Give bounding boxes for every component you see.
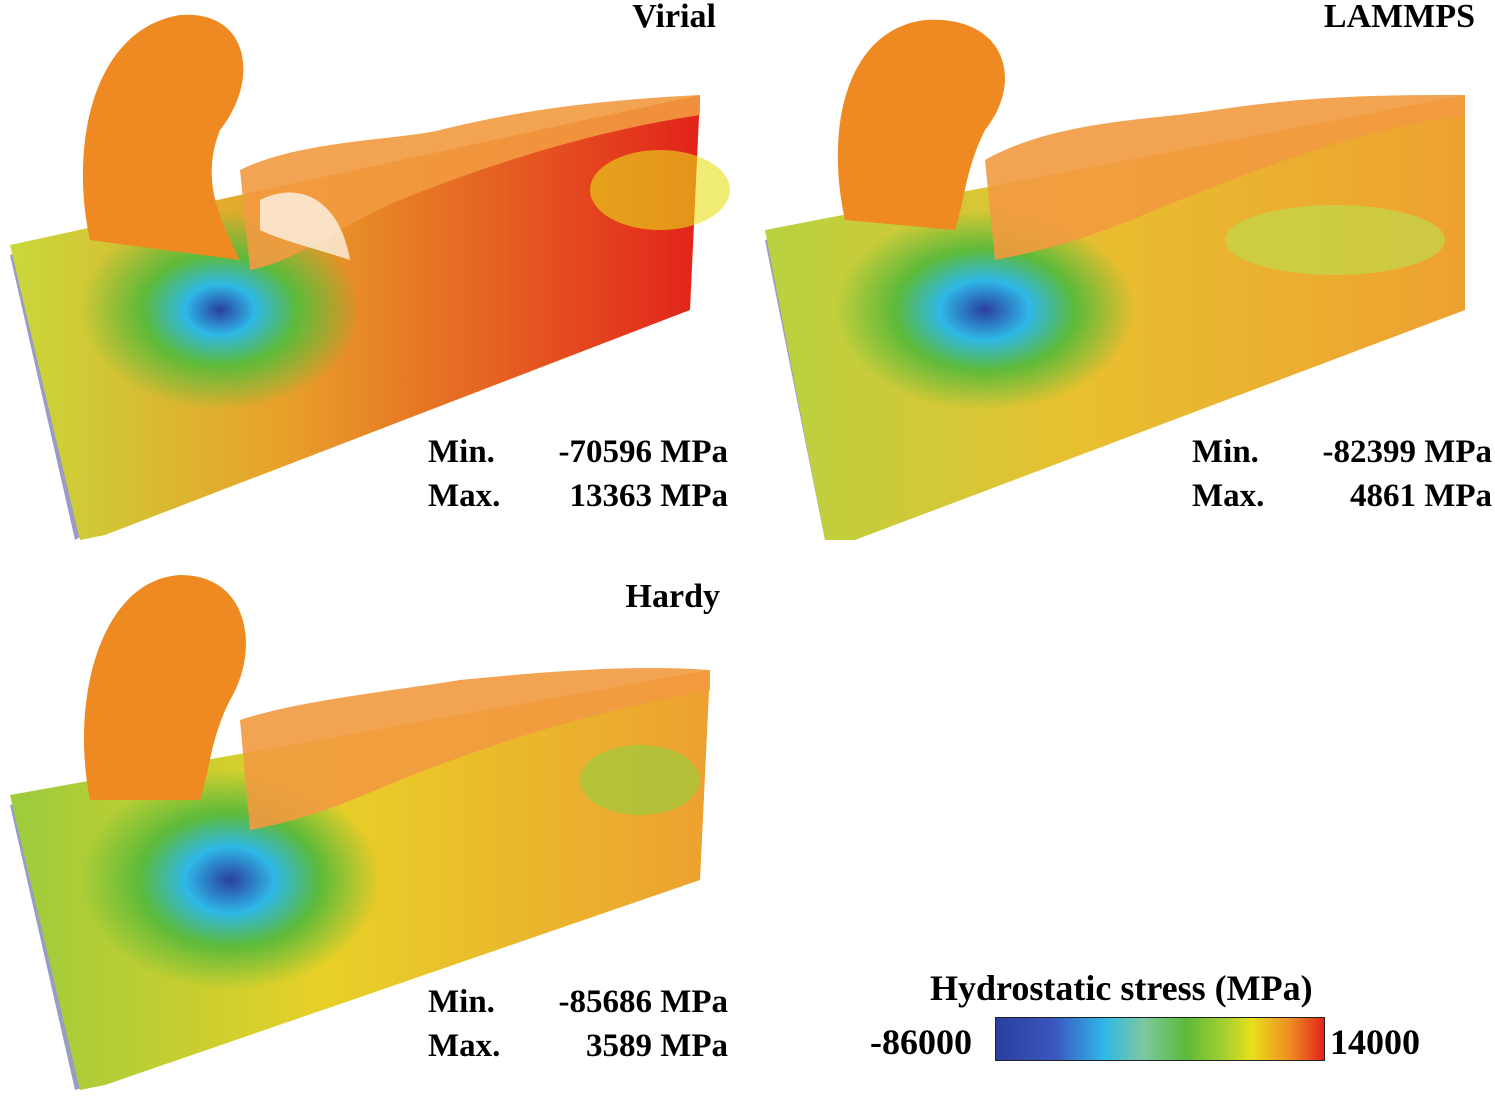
min-label: Min. [428, 984, 495, 1020]
max-label: Max. [1192, 478, 1265, 514]
min-value: -85686 MPa [558, 984, 728, 1020]
color-legend: Hydrostatic stress (MPa) -86000 14000 [860, 965, 1460, 1075]
max-row: Max. 3589 MPa [428, 1024, 728, 1068]
min-row: Min. -85686 MPa [428, 980, 728, 1024]
legend-min-label: -86000 [870, 1022, 972, 1062]
legend-color-bar [995, 1017, 1325, 1061]
stress-concentration [80, 770, 380, 990]
max-row: Max. 13363 MPa [428, 474, 728, 518]
lammps-specimen-render [765, 19, 1465, 540]
hardy-specimen-render [10, 575, 710, 1090]
min-value: -82399 MPa [1322, 434, 1492, 470]
chip [84, 575, 246, 800]
legend-title: Hydrostatic stress (MPa) [930, 968, 1313, 1008]
top-surface [985, 95, 1465, 260]
min-label: Min. [428, 434, 495, 470]
lammps-panel: LAMMPS Min. -82399 MPa Max. 4861 MPa [755, 0, 1495, 560]
max-row: Max. 4861 MPa [1192, 474, 1492, 518]
top-surface [240, 95, 700, 270]
panel-title: Virial [632, 0, 716, 35]
panel-title: LAMMPS [1323, 0, 1475, 35]
min-row: Min. -82399 MPa [1192, 430, 1492, 474]
chip [82, 14, 244, 260]
panel-title: Hardy [625, 578, 720, 615]
max-value: 4861 MPa [1349, 478, 1492, 514]
stress-stats: Min. -82399 MPa Max. 4861 MPa [1192, 430, 1492, 518]
top-surface [240, 668, 710, 830]
legend-max-label: 14000 [1330, 1022, 1420, 1062]
chip [837, 19, 1005, 231]
max-value: 13363 MPa [569, 478, 728, 514]
stress-stats: Min. -70596 MPa Max. 13363 MPa [428, 430, 728, 518]
min-label: Min. [1192, 434, 1259, 470]
virial-specimen-render [10, 14, 730, 540]
stress-concentration [835, 210, 1135, 410]
max-label: Max. [428, 478, 501, 514]
virial-panel: Virial Min. -70596 MPa Max. 13363 MPa [0, 0, 740, 560]
stress-stats: Min. -85686 MPa Max. 3589 MPa [428, 980, 728, 1068]
stress-concentration [80, 210, 360, 410]
min-row: Min. -70596 MPa [428, 430, 728, 474]
min-value: -70596 MPa [558, 434, 728, 470]
max-value: 3589 MPa [585, 1028, 728, 1064]
max-label: Max. [428, 1028, 501, 1064]
hardy-panel: Hardy Min. -85686 MPa Max. 3589 MPa [0, 560, 740, 1120]
